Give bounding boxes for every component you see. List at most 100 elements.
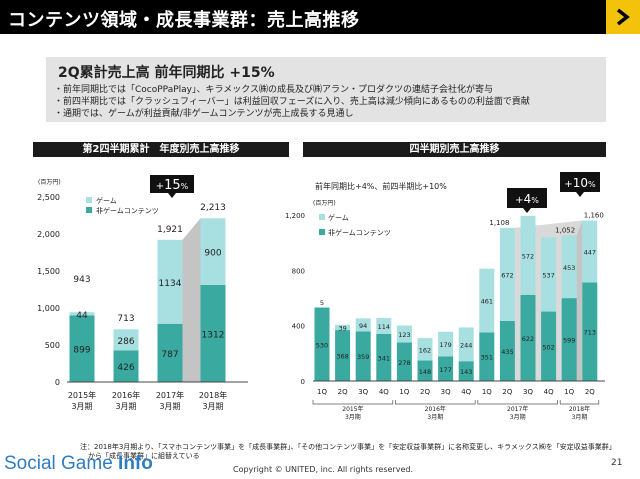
data-label: 148 — [419, 368, 431, 376]
next-button[interactable] — [606, 0, 640, 34]
x-tick-label: 2Q — [420, 388, 430, 396]
data-label: 461 — [481, 298, 493, 306]
x-group-label: 3月期 — [572, 413, 588, 421]
growth-badge-pointer — [168, 193, 176, 198]
growth-arrow — [182, 218, 201, 382]
x-tick-label: 2018年 — [199, 390, 227, 400]
growth-badge-label: +4% — [515, 192, 539, 206]
x-group-label: 2017年 — [507, 405, 528, 413]
data-label: 177 — [439, 366, 451, 374]
year-bracket — [395, 400, 476, 405]
bar-nongame — [541, 311, 557, 381]
slide-title: コンテンツ領域・成長事業群：売上高推移 — [8, 10, 360, 31]
data-label: 278 — [398, 359, 410, 367]
data-label: 351 — [481, 354, 493, 362]
x-tick-label: 1Q — [317, 388, 327, 396]
bar-nongame — [200, 284, 226, 382]
x-group-label: 2018年 — [569, 405, 590, 413]
y-tick-label: 2,000 — [37, 230, 60, 239]
brand-name: Social Game — [4, 453, 119, 474]
bar-game — [113, 329, 139, 351]
data-label: 426 — [117, 363, 134, 373]
bar-game — [200, 218, 226, 285]
data-label: 143 — [460, 368, 472, 376]
legend-label: 非ゲームコンテンツ — [96, 206, 159, 215]
legend-label: 非ゲームコンテンツ — [328, 228, 391, 237]
growth-badge-prefix: + — [564, 179, 572, 190]
bar-nongame — [499, 320, 515, 381]
y-tick-label: 1,500 — [37, 267, 60, 276]
left-panel-title: 第2四半期累計 年度別売上高推移 — [33, 142, 289, 157]
data-label: 123 — [398, 331, 410, 339]
total-label: 1,052 — [555, 226, 575, 234]
bar-game — [438, 331, 454, 357]
bar-game — [314, 306, 330, 308]
bar-game — [479, 268, 495, 333]
growth-badge-suffix: % — [531, 196, 539, 205]
data-label: 435 — [501, 348, 513, 356]
x-tick-label: 3月期 — [115, 402, 136, 411]
y-tick-label: 0 — [55, 378, 60, 387]
bar-nongame — [520, 294, 536, 381]
x-group-label: 2016年 — [425, 405, 446, 413]
growth-badge-prefix: + — [515, 195, 523, 206]
data-label: 39 — [338, 324, 346, 332]
summary-bullet: ・通期では、ゲームが利益貢献/非ゲームコンテンツが売上成長する見通し — [54, 109, 354, 119]
x-tick-label: 3月期 — [71, 402, 92, 411]
growth-badge-suffix: % — [181, 182, 189, 191]
data-label: 672 — [501, 271, 513, 279]
data-label: 599 — [563, 337, 575, 345]
bar-nongame — [417, 360, 433, 381]
year-bracket — [559, 400, 600, 405]
growth-badge-label: +15% — [156, 178, 189, 193]
data-label: 179 — [439, 341, 451, 349]
data-label: 1312 — [202, 330, 225, 340]
x-tick-label: 3Q — [358, 388, 368, 396]
data-label: 368 — [336, 353, 348, 361]
bar-game — [520, 215, 536, 295]
year-bracket — [477, 400, 558, 405]
x-group-label: 3月期 — [427, 413, 443, 421]
growth-badge-value: 10 — [573, 176, 588, 190]
y-tick-label: 500 — [45, 341, 60, 350]
bar-game — [396, 325, 412, 343]
y-tick-label: 800 — [292, 267, 305, 275]
bar-nongame — [314, 307, 330, 381]
x-tick-label: 2017年 — [156, 390, 184, 400]
bar-nongame — [69, 315, 95, 382]
y-unit-label: (百万円) — [313, 200, 336, 207]
x-tick-label: 3月期 — [202, 402, 223, 411]
y-tick-label: 2,500 — [37, 193, 60, 202]
data-label: 572 — [522, 252, 534, 260]
x-tick-label: 4Q — [379, 388, 389, 396]
bar-nongame — [113, 350, 139, 382]
bar-nongame — [396, 342, 412, 381]
x-tick-label: 3Q — [441, 388, 451, 396]
total-label: 713 — [117, 314, 134, 324]
bar-game — [355, 318, 371, 332]
data-label: 502 — [542, 343, 554, 351]
bar-game — [69, 312, 95, 316]
summary-bullet: ・前四半期比では「クラッシュフィーバー」は利益回収フェーズに入り、売上高は減少傾… — [54, 97, 530, 107]
bar-game — [335, 324, 351, 331]
data-label: 94 — [359, 322, 367, 330]
footnote-line: 注：2018年3月期より、「スマホコンテンツ事業」を「成長事業群」、「その他コン… — [80, 443, 616, 451]
data-label: 447 — [584, 248, 596, 256]
bar-nongame — [335, 330, 351, 381]
data-label: 899 — [73, 346, 90, 356]
growth-badge-pointer — [523, 208, 531, 213]
legend-label: ゲーム — [96, 196, 117, 205]
summary-box: 2Q累計売上高 前年同期比 +15% ・前年同期比では「CocoPPaPlay」… — [46, 57, 606, 122]
bar-nongame — [157, 323, 183, 382]
legend-swatch-game — [86, 197, 92, 203]
x-group-label: 3月期 — [345, 413, 361, 421]
data-label: 244 — [460, 341, 472, 349]
x-tick-label: 1Q — [399, 388, 409, 396]
data-label: 162 — [419, 346, 431, 354]
bar-game — [541, 237, 557, 312]
growth-badge — [507, 188, 547, 208]
growth-badge-pointer — [576, 192, 584, 197]
data-label: 5 — [320, 299, 324, 307]
total-label: 1,108 — [489, 219, 509, 227]
total-label: 943 — [73, 275, 90, 285]
